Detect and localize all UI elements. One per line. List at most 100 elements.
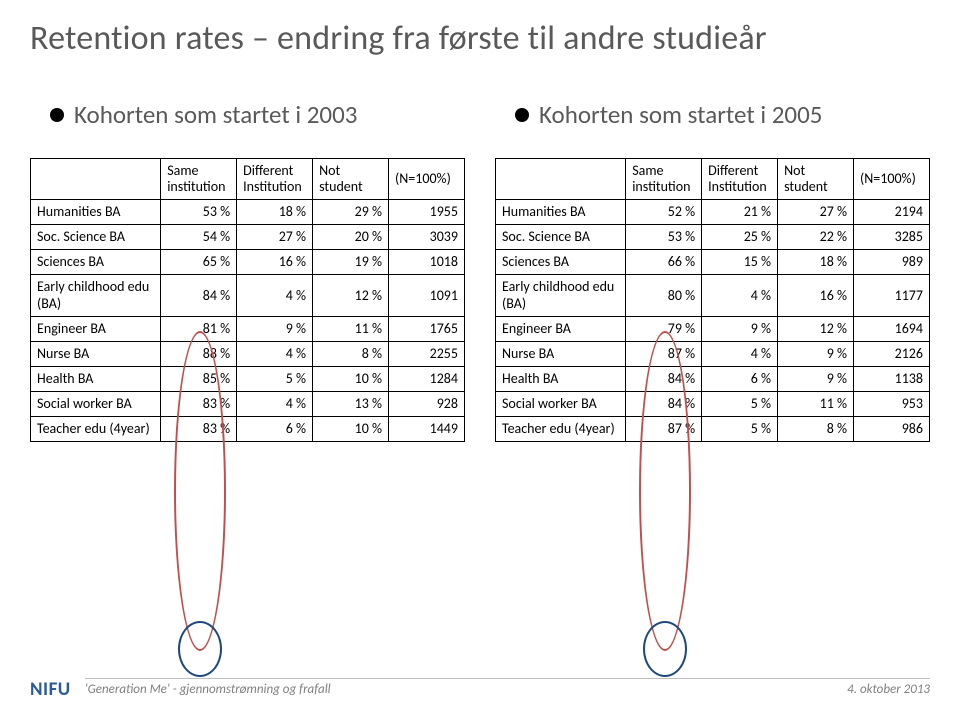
row-value: 81 % [161, 316, 237, 341]
row-label: Soc. Science BA [31, 225, 161, 250]
row-value: 84 % [626, 391, 702, 416]
footer-caption: 'Generation Me' - gjennomstrømning og fr… [85, 682, 331, 697]
col-n: (N=100%) [389, 159, 465, 200]
row-value: 1138 [854, 366, 930, 391]
row-label: Engineer BA [31, 316, 161, 341]
row-label: Social worker BA [31, 391, 161, 416]
row-value: 87 % [626, 417, 702, 442]
row-label: Early childhood edu (BA) [31, 275, 161, 316]
bullet-icon [515, 108, 529, 122]
row-value: 15 % [702, 250, 778, 275]
table-row: Health BA85 %5 %10 %1284 [31, 366, 465, 391]
table-left: Same institution Different Institution N… [30, 158, 465, 442]
col-blank [31, 159, 161, 200]
bullet-icon [50, 108, 64, 122]
row-value: 16 % [778, 275, 854, 316]
ellipse-blue-left [178, 621, 222, 677]
row-label: Sciences BA [496, 250, 626, 275]
table-row: Health BA84 %6 %9 %1138 [496, 366, 930, 391]
col-n: (N=100%) [854, 159, 930, 200]
table-row: Humanities BA53 %18 %29 %1955 [31, 200, 465, 225]
row-value: 52 % [626, 200, 702, 225]
row-value: 22 % [778, 225, 854, 250]
row-label: Nurse BA [31, 341, 161, 366]
table-row: Early childhood edu (BA)84 %4 %12 %1091 [31, 275, 465, 316]
row-value: 80 % [626, 275, 702, 316]
row-value: 8 % [778, 417, 854, 442]
table-row: Early childhood edu (BA)80 %4 %16 %1177 [496, 275, 930, 316]
row-value: 9 % [778, 366, 854, 391]
table-row: Nurse BA88 %4 %8 %2255 [31, 341, 465, 366]
row-value: 6 % [237, 417, 313, 442]
row-label: Early childhood edu (BA) [496, 275, 626, 316]
table-row: Sciences BA66 %15 %18 %989 [496, 250, 930, 275]
row-value: 19 % [313, 250, 389, 275]
row-value: 87 % [626, 341, 702, 366]
row-value: 79 % [626, 316, 702, 341]
table-right-body: Humanities BA52 %21 %27 %2194Soc. Scienc… [496, 200, 930, 442]
row-value: 25 % [702, 225, 778, 250]
row-value: 16 % [237, 250, 313, 275]
row-value: 5 % [702, 417, 778, 442]
row-value: 1449 [389, 417, 465, 442]
row-value: 1765 [389, 316, 465, 341]
row-label: Health BA [31, 366, 161, 391]
col-diff: Different Institution [237, 159, 313, 200]
row-value: 9 % [237, 316, 313, 341]
footer-left: NIFU 'Generation Me' - gjennomstrømning … [30, 678, 331, 701]
col-not: Not student [313, 159, 389, 200]
row-value: 85 % [161, 366, 237, 391]
row-value: 83 % [161, 417, 237, 442]
row-value: 4 % [237, 341, 313, 366]
table-row: Sciences BA65 %16 %19 %1018 [31, 250, 465, 275]
row-label: Sciences BA [31, 250, 161, 275]
table-right: Same institution Different Institution N… [495, 158, 930, 442]
row-value: 989 [854, 250, 930, 275]
row-label: Social worker BA [496, 391, 626, 416]
row-value: 1177 [854, 275, 930, 316]
footer-date: 4. oktober 2013 [847, 682, 930, 697]
row-value: 4 % [702, 341, 778, 366]
cohort-left: Kohorten som startet i 2003 Same institu… [30, 99, 465, 442]
row-value: 12 % [313, 275, 389, 316]
row-value: 27 % [237, 225, 313, 250]
nifu-logo: NIFU [30, 678, 71, 701]
row-value: 65 % [161, 250, 237, 275]
row-value: 8 % [313, 341, 389, 366]
row-value: 4 % [702, 275, 778, 316]
row-value: 29 % [313, 200, 389, 225]
row-value: 21 % [702, 200, 778, 225]
row-value: 84 % [626, 366, 702, 391]
cohort-right: Kohorten som startet i 2005 Same institu… [495, 99, 930, 442]
col-diff: Different Institution [702, 159, 778, 200]
row-value: 11 % [778, 391, 854, 416]
row-value: 83 % [161, 391, 237, 416]
row-value: 5 % [237, 366, 313, 391]
table-row: Social worker BA84 %5 %11 %953 [496, 391, 930, 416]
cohorts-container: Kohorten som startet i 2003 Same institu… [0, 69, 960, 442]
table-row: Soc. Science BA53 %25 %22 %3285 [496, 225, 930, 250]
row-label: Teacher edu (4year) [31, 417, 161, 442]
table-row: Engineer BA79 %9 %12 %1694 [496, 316, 930, 341]
row-label: Engineer BA [496, 316, 626, 341]
row-value: 3039 [389, 225, 465, 250]
row-label: Teacher edu (4year) [496, 417, 626, 442]
row-value: 1694 [854, 316, 930, 341]
row-value: 986 [854, 417, 930, 442]
row-value: 2194 [854, 200, 930, 225]
table-row: Engineer BA81 %9 %11 %1765 [31, 316, 465, 341]
row-value: 88 % [161, 341, 237, 366]
table-row: Nurse BA87 %4 %9 %2126 [496, 341, 930, 366]
row-label: Nurse BA [496, 341, 626, 366]
row-value: 13 % [313, 391, 389, 416]
row-label: Health BA [496, 366, 626, 391]
row-value: 6 % [702, 366, 778, 391]
cohort-left-label: Kohorten som startet i 2003 [74, 99, 357, 130]
row-value: 1091 [389, 275, 465, 316]
col-same: Same institution [161, 159, 237, 200]
row-value: 54 % [161, 225, 237, 250]
row-value: 12 % [778, 316, 854, 341]
row-label: Soc. Science BA [496, 225, 626, 250]
row-value: 20 % [313, 225, 389, 250]
row-value: 18 % [237, 200, 313, 225]
